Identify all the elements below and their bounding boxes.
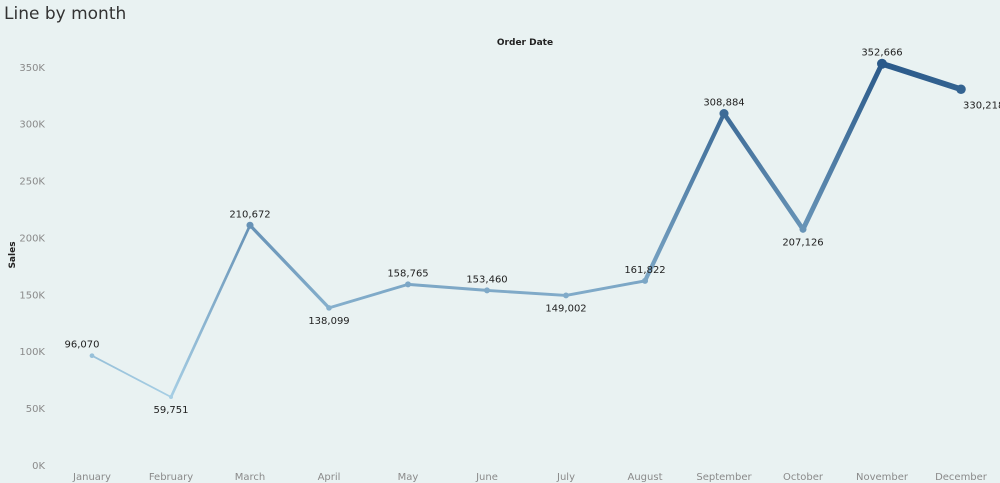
data-label: 153,460 (466, 274, 507, 285)
data-point[interactable] (719, 108, 729, 119)
data-point[interactable] (89, 353, 95, 359)
line-segment (248, 223, 331, 310)
y-axis-title: Sales (8, 241, 18, 268)
x-tick-label: January (72, 472, 111, 483)
data-label: 149,002 (545, 303, 586, 314)
data-point[interactable] (641, 277, 649, 284)
y-tick-label: 150K (19, 290, 45, 301)
x-tick-label: December (935, 472, 988, 483)
x-tick-label: October (783, 472, 824, 483)
data-point[interactable] (246, 221, 254, 229)
y-tick-label: 200K (19, 233, 45, 244)
line-segment (327, 282, 410, 310)
x-tick-label: May (398, 472, 419, 483)
data-label: 210,672 (229, 209, 270, 220)
x-axis-title: Order Date (497, 38, 553, 48)
data-label: 158,765 (387, 268, 428, 279)
data-label: 138,099 (308, 316, 349, 327)
x-tick-label: July (556, 472, 575, 483)
y-tick-label: 0K (32, 461, 45, 472)
x-tick-label: March (235, 472, 265, 483)
line-segment (800, 61, 885, 232)
y-tick-label: 50K (26, 404, 46, 415)
y-tick-label: 100K (19, 347, 45, 358)
data-point[interactable] (169, 395, 173, 400)
data-label: 161,822 (624, 265, 665, 276)
line-segment (564, 279, 647, 297)
data-point[interactable] (563, 292, 569, 299)
data-point[interactable] (956, 84, 966, 95)
line-segment (91, 354, 172, 398)
x-tick-label: September (696, 472, 752, 483)
data-point[interactable] (799, 225, 807, 233)
data-point[interactable] (326, 305, 332, 311)
chart-title: Line by month (4, 4, 127, 24)
y-tick-label: 300K (19, 120, 45, 131)
data-label: 96,070 (65, 340, 100, 351)
y-tick-label: 350K (19, 63, 45, 74)
line-segment (642, 111, 727, 283)
line-segment (169, 223, 252, 399)
x-tick-label: June (475, 472, 498, 483)
x-tick-label: April (318, 472, 341, 483)
line-segment (406, 282, 489, 292)
data-label: 207,126 (782, 237, 823, 248)
x-tick-label: August (628, 472, 663, 483)
data-point[interactable] (404, 281, 412, 288)
y-tick-label: 250K (19, 177, 45, 188)
data-label: 352,666 (861, 48, 902, 59)
data-point[interactable] (877, 58, 887, 69)
data-label: 330,218 (963, 100, 1000, 111)
data-point[interactable] (484, 287, 490, 294)
line-segment (879, 60, 964, 93)
x-tick-label: February (149, 472, 193, 483)
data-label: 59,751 (154, 405, 189, 416)
line-segment (485, 288, 568, 297)
x-tick-label: November (856, 472, 909, 483)
line-segment (721, 111, 806, 232)
data-label: 308,884 (703, 98, 744, 109)
